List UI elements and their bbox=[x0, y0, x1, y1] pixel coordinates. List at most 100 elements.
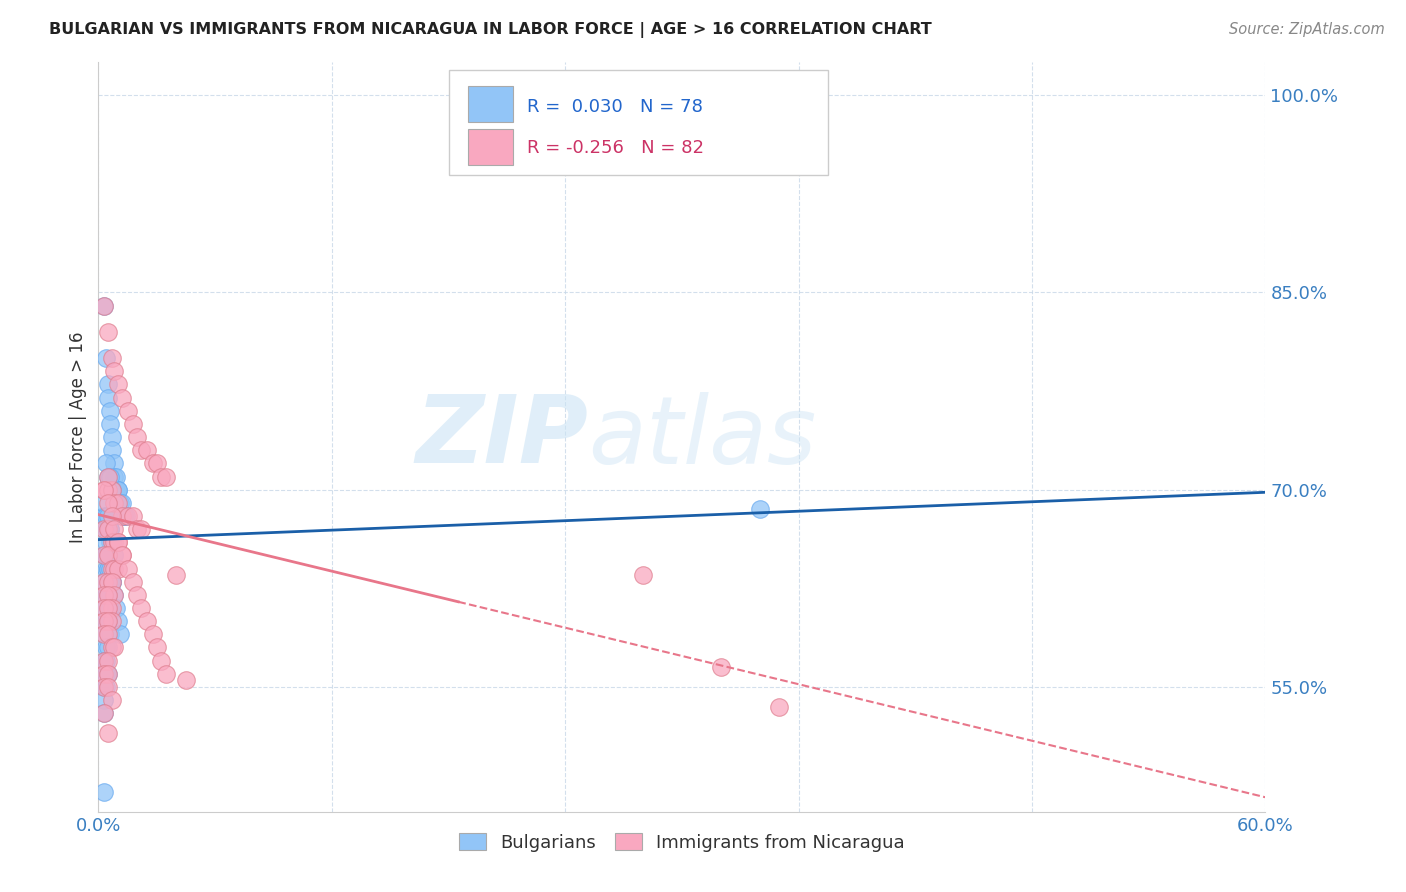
Point bbox=[97, 588, 120, 602]
Point bbox=[103, 561, 125, 575]
Point bbox=[101, 574, 124, 589]
Point bbox=[97, 640, 120, 655]
Point bbox=[108, 627, 131, 641]
FancyBboxPatch shape bbox=[449, 70, 828, 175]
Point bbox=[96, 456, 118, 470]
Point bbox=[103, 588, 125, 602]
Point bbox=[93, 627, 115, 641]
Point bbox=[103, 522, 125, 536]
Point bbox=[101, 483, 124, 497]
Point bbox=[101, 351, 124, 366]
Point bbox=[103, 456, 125, 470]
Point bbox=[101, 574, 124, 589]
Point bbox=[129, 601, 152, 615]
Point bbox=[155, 469, 177, 483]
Point bbox=[117, 561, 139, 575]
Point bbox=[149, 654, 172, 668]
Point bbox=[97, 325, 120, 339]
Point bbox=[117, 508, 139, 523]
Point bbox=[98, 561, 121, 575]
Point bbox=[103, 549, 125, 563]
Point bbox=[93, 496, 115, 510]
Point bbox=[93, 508, 115, 523]
Legend: Bulgarians, Immigrants from Nicaragua: Bulgarians, Immigrants from Nicaragua bbox=[451, 826, 912, 859]
Point bbox=[97, 666, 120, 681]
Point bbox=[98, 522, 121, 536]
Point bbox=[111, 549, 134, 563]
Point bbox=[136, 443, 159, 458]
Point bbox=[98, 601, 121, 615]
Point bbox=[111, 496, 134, 510]
Point bbox=[96, 351, 118, 366]
Point bbox=[107, 535, 129, 549]
Point bbox=[97, 522, 120, 536]
Point bbox=[93, 483, 115, 497]
Point bbox=[93, 693, 115, 707]
Point bbox=[97, 377, 120, 392]
Point bbox=[98, 574, 121, 589]
Point bbox=[96, 522, 118, 536]
Point bbox=[98, 601, 121, 615]
Point bbox=[129, 522, 152, 536]
Point bbox=[101, 443, 124, 458]
Point bbox=[93, 654, 115, 668]
Point bbox=[101, 561, 124, 575]
Point bbox=[107, 496, 129, 510]
Point bbox=[97, 483, 120, 497]
Point bbox=[97, 588, 120, 602]
FancyBboxPatch shape bbox=[468, 87, 513, 122]
Point bbox=[122, 508, 145, 523]
Point bbox=[96, 666, 118, 681]
Point bbox=[97, 614, 120, 628]
Point bbox=[107, 535, 129, 549]
Point bbox=[93, 785, 115, 799]
Point bbox=[96, 654, 118, 668]
Point bbox=[146, 640, 169, 655]
Point bbox=[98, 522, 121, 536]
Point bbox=[142, 456, 165, 470]
Point bbox=[112, 508, 135, 523]
Text: R = -0.256   N = 82: R = -0.256 N = 82 bbox=[527, 139, 703, 157]
Point bbox=[97, 601, 120, 615]
Point bbox=[97, 654, 120, 668]
Point bbox=[107, 561, 129, 575]
Point bbox=[710, 660, 733, 674]
Point bbox=[97, 469, 120, 483]
Point bbox=[97, 627, 120, 641]
Point bbox=[96, 549, 118, 563]
Point bbox=[97, 666, 120, 681]
Point bbox=[98, 574, 121, 589]
Point bbox=[93, 706, 115, 720]
Point bbox=[93, 666, 115, 681]
Point bbox=[93, 299, 115, 313]
Point bbox=[122, 574, 145, 589]
Point bbox=[101, 483, 124, 497]
Point bbox=[112, 508, 135, 523]
Point bbox=[117, 404, 139, 418]
Y-axis label: In Labor Force | Age > 16: In Labor Force | Age > 16 bbox=[69, 331, 87, 543]
Point bbox=[111, 508, 134, 523]
Point bbox=[97, 496, 120, 510]
Point bbox=[98, 535, 121, 549]
Point bbox=[107, 614, 129, 628]
Point bbox=[127, 522, 149, 536]
Point bbox=[142, 627, 165, 641]
Point bbox=[97, 391, 120, 405]
Point bbox=[98, 469, 121, 483]
Point bbox=[101, 574, 124, 589]
Point bbox=[97, 614, 120, 628]
Point bbox=[96, 614, 118, 628]
Point bbox=[101, 693, 124, 707]
Text: R =  0.030   N = 78: R = 0.030 N = 78 bbox=[527, 97, 703, 116]
Point bbox=[97, 522, 120, 536]
Point bbox=[107, 377, 129, 392]
Point bbox=[93, 680, 115, 694]
Point bbox=[174, 673, 197, 688]
Point bbox=[748, 502, 770, 516]
Point bbox=[97, 574, 120, 589]
Point bbox=[93, 706, 115, 720]
Point bbox=[104, 469, 127, 483]
Point bbox=[107, 483, 129, 497]
Point bbox=[111, 391, 134, 405]
Text: ZIP: ZIP bbox=[416, 391, 589, 483]
